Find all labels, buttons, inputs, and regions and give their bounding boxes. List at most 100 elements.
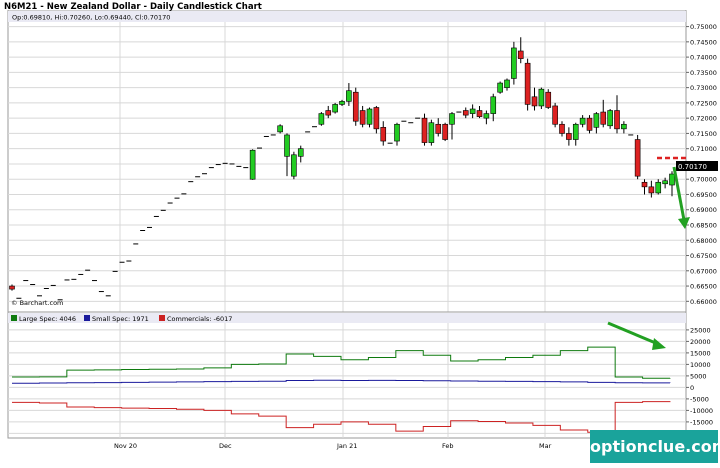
candle-body xyxy=(284,134,290,157)
candle-body xyxy=(476,110,483,117)
price-tick-label: 0.71500 xyxy=(690,130,717,138)
candle-body xyxy=(462,110,469,116)
candle-body xyxy=(442,123,448,140)
price-tick-label: 0.71000 xyxy=(690,145,717,153)
candle-body xyxy=(593,113,600,128)
candle-body xyxy=(297,148,304,157)
candle-body xyxy=(607,110,613,127)
price-tick-label: 0.73500 xyxy=(690,69,717,77)
legend-large-spec: Large Spec: 4046 xyxy=(19,315,76,323)
candle-body xyxy=(504,79,510,88)
price-tick-label: 0.74500 xyxy=(690,38,717,46)
candle-body xyxy=(325,110,332,116)
candle-body xyxy=(648,186,655,194)
candle-body xyxy=(511,47,517,79)
candle-body xyxy=(524,62,531,105)
price-panel: N6M21 - New Zealand Dollar - Daily Candl… xyxy=(0,0,720,313)
x-label: Jan 21 xyxy=(336,442,357,450)
candle-body xyxy=(572,123,579,140)
candle-body xyxy=(559,123,565,134)
candle-body xyxy=(517,50,524,59)
x-label: Feb xyxy=(442,442,454,450)
candle-body xyxy=(545,91,552,108)
down-arrow-icon xyxy=(672,166,690,229)
title-bar xyxy=(0,0,720,10)
price-tick-label: 0.74000 xyxy=(690,54,717,62)
cot-tick-label: 20000 xyxy=(690,338,711,346)
cot-tick-label: -15000 xyxy=(690,418,713,426)
price-tick-label: 0.66500 xyxy=(690,283,717,291)
candle-body xyxy=(421,117,428,143)
last-price-label: 0.70170 xyxy=(678,163,707,171)
candle-body xyxy=(579,117,586,125)
price-tick-label: 0.69000 xyxy=(690,206,717,214)
x-axis-labels: Nov 20 Dec Jan 21 Feb Mar xyxy=(114,442,552,450)
price-panel-frame xyxy=(7,9,687,313)
candle-body xyxy=(291,154,297,177)
up-arrow-icon xyxy=(607,321,666,350)
price-tick-label: 0.68500 xyxy=(690,222,717,230)
candle-body xyxy=(614,110,620,130)
ohlc-strip xyxy=(8,11,686,22)
last-price-box xyxy=(676,161,718,171)
cot-legend-strip xyxy=(8,313,686,323)
candle-body xyxy=(490,96,497,114)
legend-commercials: Commercials: -6017 xyxy=(167,315,232,323)
candle-body xyxy=(318,113,325,125)
price-tick-label: 0.72000 xyxy=(690,115,717,123)
candle-body xyxy=(9,285,15,290)
cot-tick-label: 10000 xyxy=(690,361,711,369)
candle-body xyxy=(552,105,558,125)
candle-body xyxy=(428,122,435,143)
cot-grid xyxy=(8,323,686,438)
candle-body xyxy=(332,104,338,113)
cot-tick-label: -10000 xyxy=(690,407,713,415)
candle-body xyxy=(380,127,387,142)
candle-body xyxy=(435,123,442,134)
candle-body xyxy=(634,139,641,177)
price-tick-label: 0.70000 xyxy=(690,176,717,184)
candle-body xyxy=(621,123,627,130)
candle-body xyxy=(600,111,607,125)
watermark: optionclue.com xyxy=(590,430,720,463)
source-label: © Barchart.com xyxy=(11,299,63,307)
price-tick-label: 0.67500 xyxy=(690,252,717,260)
legend-small-spec: Small Spec: 1971 xyxy=(92,315,149,323)
large-spec-line xyxy=(12,346,671,379)
cot-panel-frame xyxy=(7,311,687,439)
candle-body xyxy=(366,108,373,125)
ohlc-readout: Op:0.69810, Hi:0.70260, Lo:0.69440, Cl:0… xyxy=(12,14,170,22)
cot-tick-label: -5000 xyxy=(690,395,709,403)
commercials-line xyxy=(12,401,671,433)
candle-body xyxy=(662,180,668,185)
legend-swatch-commercials xyxy=(159,315,165,321)
x-label: Mar xyxy=(539,442,552,450)
candle-body xyxy=(566,133,572,140)
price-tick-label: 0.73000 xyxy=(690,84,717,92)
candles xyxy=(9,37,675,301)
cot-series xyxy=(12,346,671,433)
candle-body xyxy=(655,181,662,194)
candle-body xyxy=(449,113,455,125)
candle-body xyxy=(277,125,283,133)
candle-body xyxy=(586,117,593,131)
candle-body xyxy=(538,88,545,107)
candle-body xyxy=(669,173,675,186)
cot-tick-label: 5000 xyxy=(690,372,707,380)
small-spec-line xyxy=(12,379,671,384)
cot-panel: Large Spec: 4046 Small Spec: 1971 Commer… xyxy=(7,311,713,439)
candle-body xyxy=(339,101,345,105)
price-tick-label: 0.75000 xyxy=(690,23,717,31)
candle-body xyxy=(483,113,490,119)
cot-y-axis: 25000 20000 15000 10000 5000 0 -5000 -10000 -150… xyxy=(686,326,713,438)
candle-body xyxy=(359,110,366,125)
candle-body xyxy=(469,108,476,114)
price-tick-label: 0.72500 xyxy=(690,99,717,107)
candle-body xyxy=(346,90,352,102)
price-tick-label: 0.67000 xyxy=(690,267,717,275)
price-tick-label: 0.68000 xyxy=(690,237,717,245)
candle-body xyxy=(249,149,256,180)
candle-body xyxy=(352,91,359,122)
